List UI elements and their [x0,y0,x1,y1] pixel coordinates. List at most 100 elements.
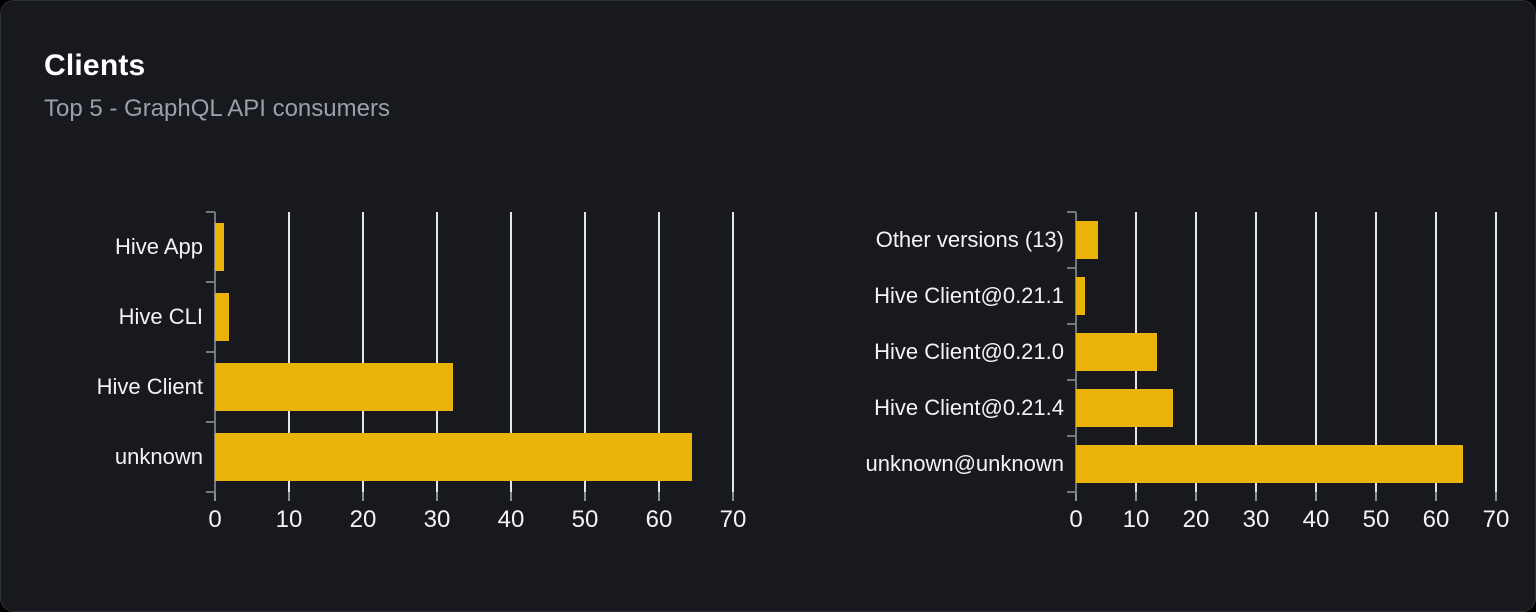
x-axis-tick [732,492,734,501]
gridline [510,212,512,492]
x-tick-label: 40 [497,506,525,533]
x-axis-tick [362,492,364,501]
bar[interactable] [215,363,454,411]
x-axis-tick [1435,492,1437,501]
x-axis-tick [1135,492,1137,501]
y-axis-tick [1067,435,1076,437]
y-axis-tick [206,491,215,493]
x-axis-tick [1375,492,1377,501]
y-axis-tick [206,421,215,423]
card-title: Clients [44,49,146,82]
category-labels: Other versions (13) Hive Client@0.21.1 Hiv… [844,212,1076,540]
chart-row [1076,324,1496,380]
plot-wrap: 0 10 20 30 40 50 60 70 [206,211,746,540]
x-tick-label: 20 [1182,506,1210,533]
bar[interactable] [1076,333,1157,371]
y-axis-tick [1067,491,1076,493]
x-tick-label: 0 [208,506,222,533]
chart-row [215,352,733,422]
gridline [1315,212,1317,492]
bar[interactable] [1076,445,1463,483]
clients-by-version-chart: Other versions (13) Hive Client@0.21.1 Hiv… [844,211,1509,540]
x-axis-tick [584,492,586,501]
category-label: Hive Client [96,374,203,399]
x-axis-tick [288,492,290,501]
x-tick-label: 20 [349,506,377,533]
x-tick-label: 70 [719,506,747,533]
chart-row [215,422,733,492]
x-tick-label: 10 [275,506,303,533]
x-axis-tick [1495,492,1497,501]
category-labels: Hive App Hive CLI Hive Client unknown [45,212,215,540]
y-axis-tick [206,211,215,213]
gridline [1195,212,1197,492]
category-label: unknown@unknown [865,451,1064,476]
gridline [658,212,660,492]
x-tick-label: 70 [1482,506,1510,533]
gridline [584,212,586,492]
chart-row [1076,212,1496,268]
category-label: Other versions (13) [875,227,1064,252]
y-axis-tick [1067,211,1076,213]
x-tick-label: 30 [1242,506,1270,533]
x-tick-label: 60 [645,506,673,533]
x-axis-labels: 0 10 20 30 40 50 60 70 [1069,506,1509,540]
bar[interactable] [215,433,692,481]
x-tick-label: 30 [423,506,451,533]
x-axis-tick [214,492,216,501]
clients-by-name-chart: Hive App Hive CLI Hive Client unknown 0 10 20… [45,211,746,540]
bar-rows [215,212,733,492]
y-axis-tick [1067,267,1076,269]
y-axis-line [214,212,216,492]
x-tick-label: 0 [1069,506,1083,533]
plot-area [206,211,734,501]
category-label: Hive Client@0.21.0 [874,339,1064,364]
category-label: Hive Client@0.21.4 [874,395,1064,420]
charts-row: Hive App Hive CLI Hive Client unknown 0 10 20… [1,211,1535,562]
chart-row [215,212,733,282]
card-header: Clients Top 5 - GraphQL API consumers [44,49,390,123]
y-axis-tick [206,351,215,353]
bar[interactable] [1076,277,1085,315]
bar-rows [1076,212,1496,492]
x-axis-tick [1195,492,1197,501]
x-tick-label: 40 [1302,506,1330,533]
gridline [1435,212,1437,492]
gridline [1375,212,1377,492]
gridline [1495,212,1497,492]
x-axis-tick [658,492,660,501]
gridline [1255,212,1257,492]
bar[interactable] [215,223,224,271]
bar[interactable] [215,293,230,341]
category-label: unknown [114,444,203,469]
plot-area [1067,211,1497,501]
chart-row [215,282,733,352]
x-tick-label: 60 [1422,506,1450,533]
chart-row [1076,380,1496,436]
card-subtitle: Top 5 - GraphQL API consumers [44,95,390,122]
x-tick-label: 50 [571,506,599,533]
plot-wrap: 0 10 20 30 40 50 60 70 [1067,211,1509,540]
y-axis-tick [206,281,215,283]
chart-row [1076,436,1496,492]
x-axis-tick [1255,492,1257,501]
gridline [288,212,290,492]
bar[interactable] [1076,389,1174,427]
x-axis-tick [1315,492,1317,501]
gridline [436,212,438,492]
y-axis-tick [1067,379,1076,381]
x-axis-tick [1075,492,1077,501]
x-tick-label: 10 [1122,506,1150,533]
gridline [732,212,734,492]
category-label: Hive CLI [118,304,203,329]
category-label: Hive Client@0.21.1 [874,283,1064,308]
x-axis-tick [436,492,438,501]
chart-row [1076,268,1496,324]
y-axis-tick [1067,323,1076,325]
x-tick-label: 50 [1362,506,1390,533]
x-axis-tick [510,492,512,501]
x-axis-labels: 0 10 20 30 40 50 60 70 [208,506,746,540]
bar[interactable] [1076,221,1099,259]
category-label: Hive App [114,234,203,259]
